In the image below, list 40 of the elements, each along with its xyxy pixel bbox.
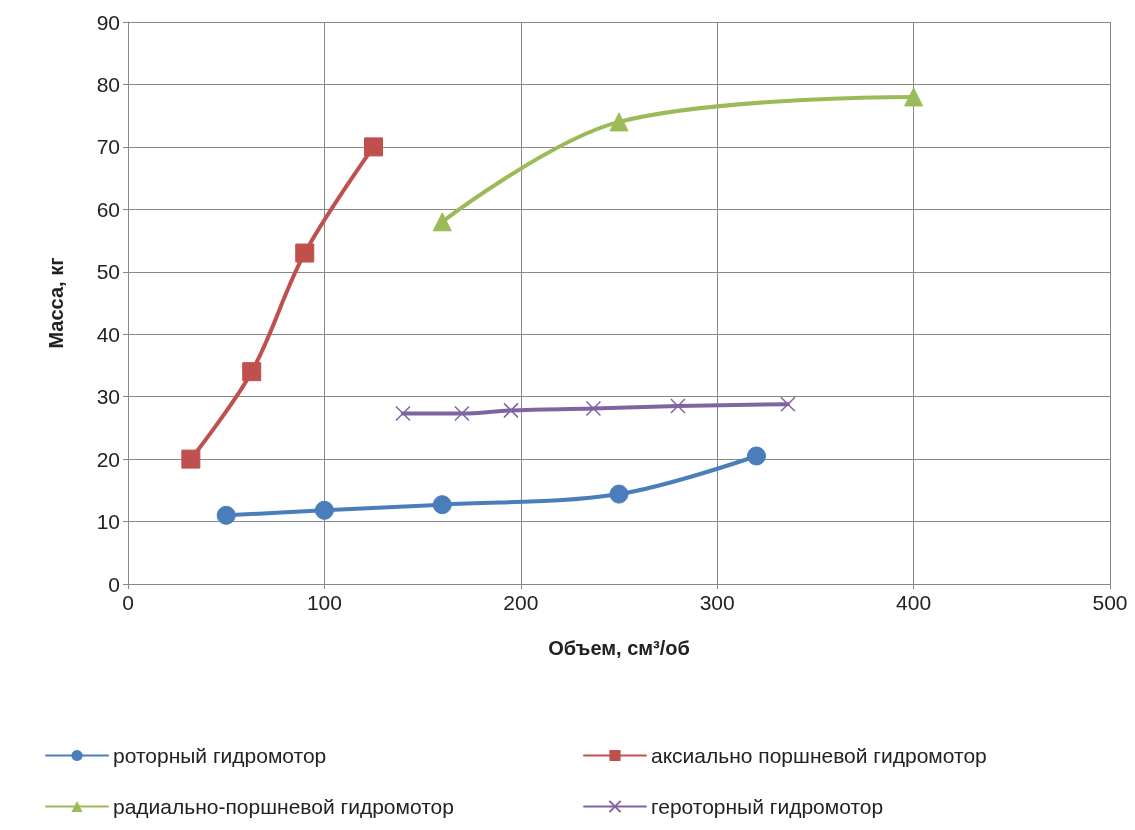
x-tick-label: 200 <box>503 591 539 614</box>
y-tick-label: 30 <box>96 385 120 409</box>
point <box>364 137 383 157</box>
point <box>432 212 452 232</box>
y-tick-label: 0 <box>108 572 120 596</box>
y-tick-label: 40 <box>96 322 120 346</box>
point <box>747 446 766 466</box>
point <box>432 495 452 515</box>
x-axis-title: Объем, см³/об <box>548 637 690 659</box>
y-axis-title: Масса, кг <box>45 257 67 349</box>
point <box>181 449 201 469</box>
point <box>904 87 924 107</box>
point <box>585 400 602 417</box>
point <box>503 402 519 419</box>
y-tick-label: 90 <box>96 10 120 34</box>
point <box>609 484 629 504</box>
x-tick-label: 500 <box>1092 591 1128 614</box>
point <box>609 112 629 132</box>
point <box>395 405 411 422</box>
point <box>295 243 315 263</box>
point <box>242 362 262 382</box>
legend-label: радиально-поршневой гидромотор <box>113 795 454 818</box>
y-tick-label: 20 <box>96 447 120 471</box>
y-tick-label: 50 <box>96 260 120 284</box>
x-tick-label: 0 <box>122 591 134 614</box>
legend-label: героторный гидромотор <box>651 795 884 818</box>
point <box>216 505 236 525</box>
y-tick-label: 60 <box>96 197 120 221</box>
point <box>314 500 334 520</box>
x-tick-label: 400 <box>896 591 932 614</box>
legend-label: роторный гидромотор <box>113 744 327 767</box>
legend-label: аксиально поршневой гидромотор <box>651 744 987 767</box>
point <box>454 405 470 422</box>
x-tick-label: 100 <box>306 591 342 614</box>
point <box>670 398 686 414</box>
y-tick-label: 70 <box>96 135 120 159</box>
x-tick-label: 300 <box>699 591 735 614</box>
y-tick-label: 10 <box>96 510 120 534</box>
point <box>780 396 796 412</box>
y-tick-label: 80 <box>96 72 120 96</box>
